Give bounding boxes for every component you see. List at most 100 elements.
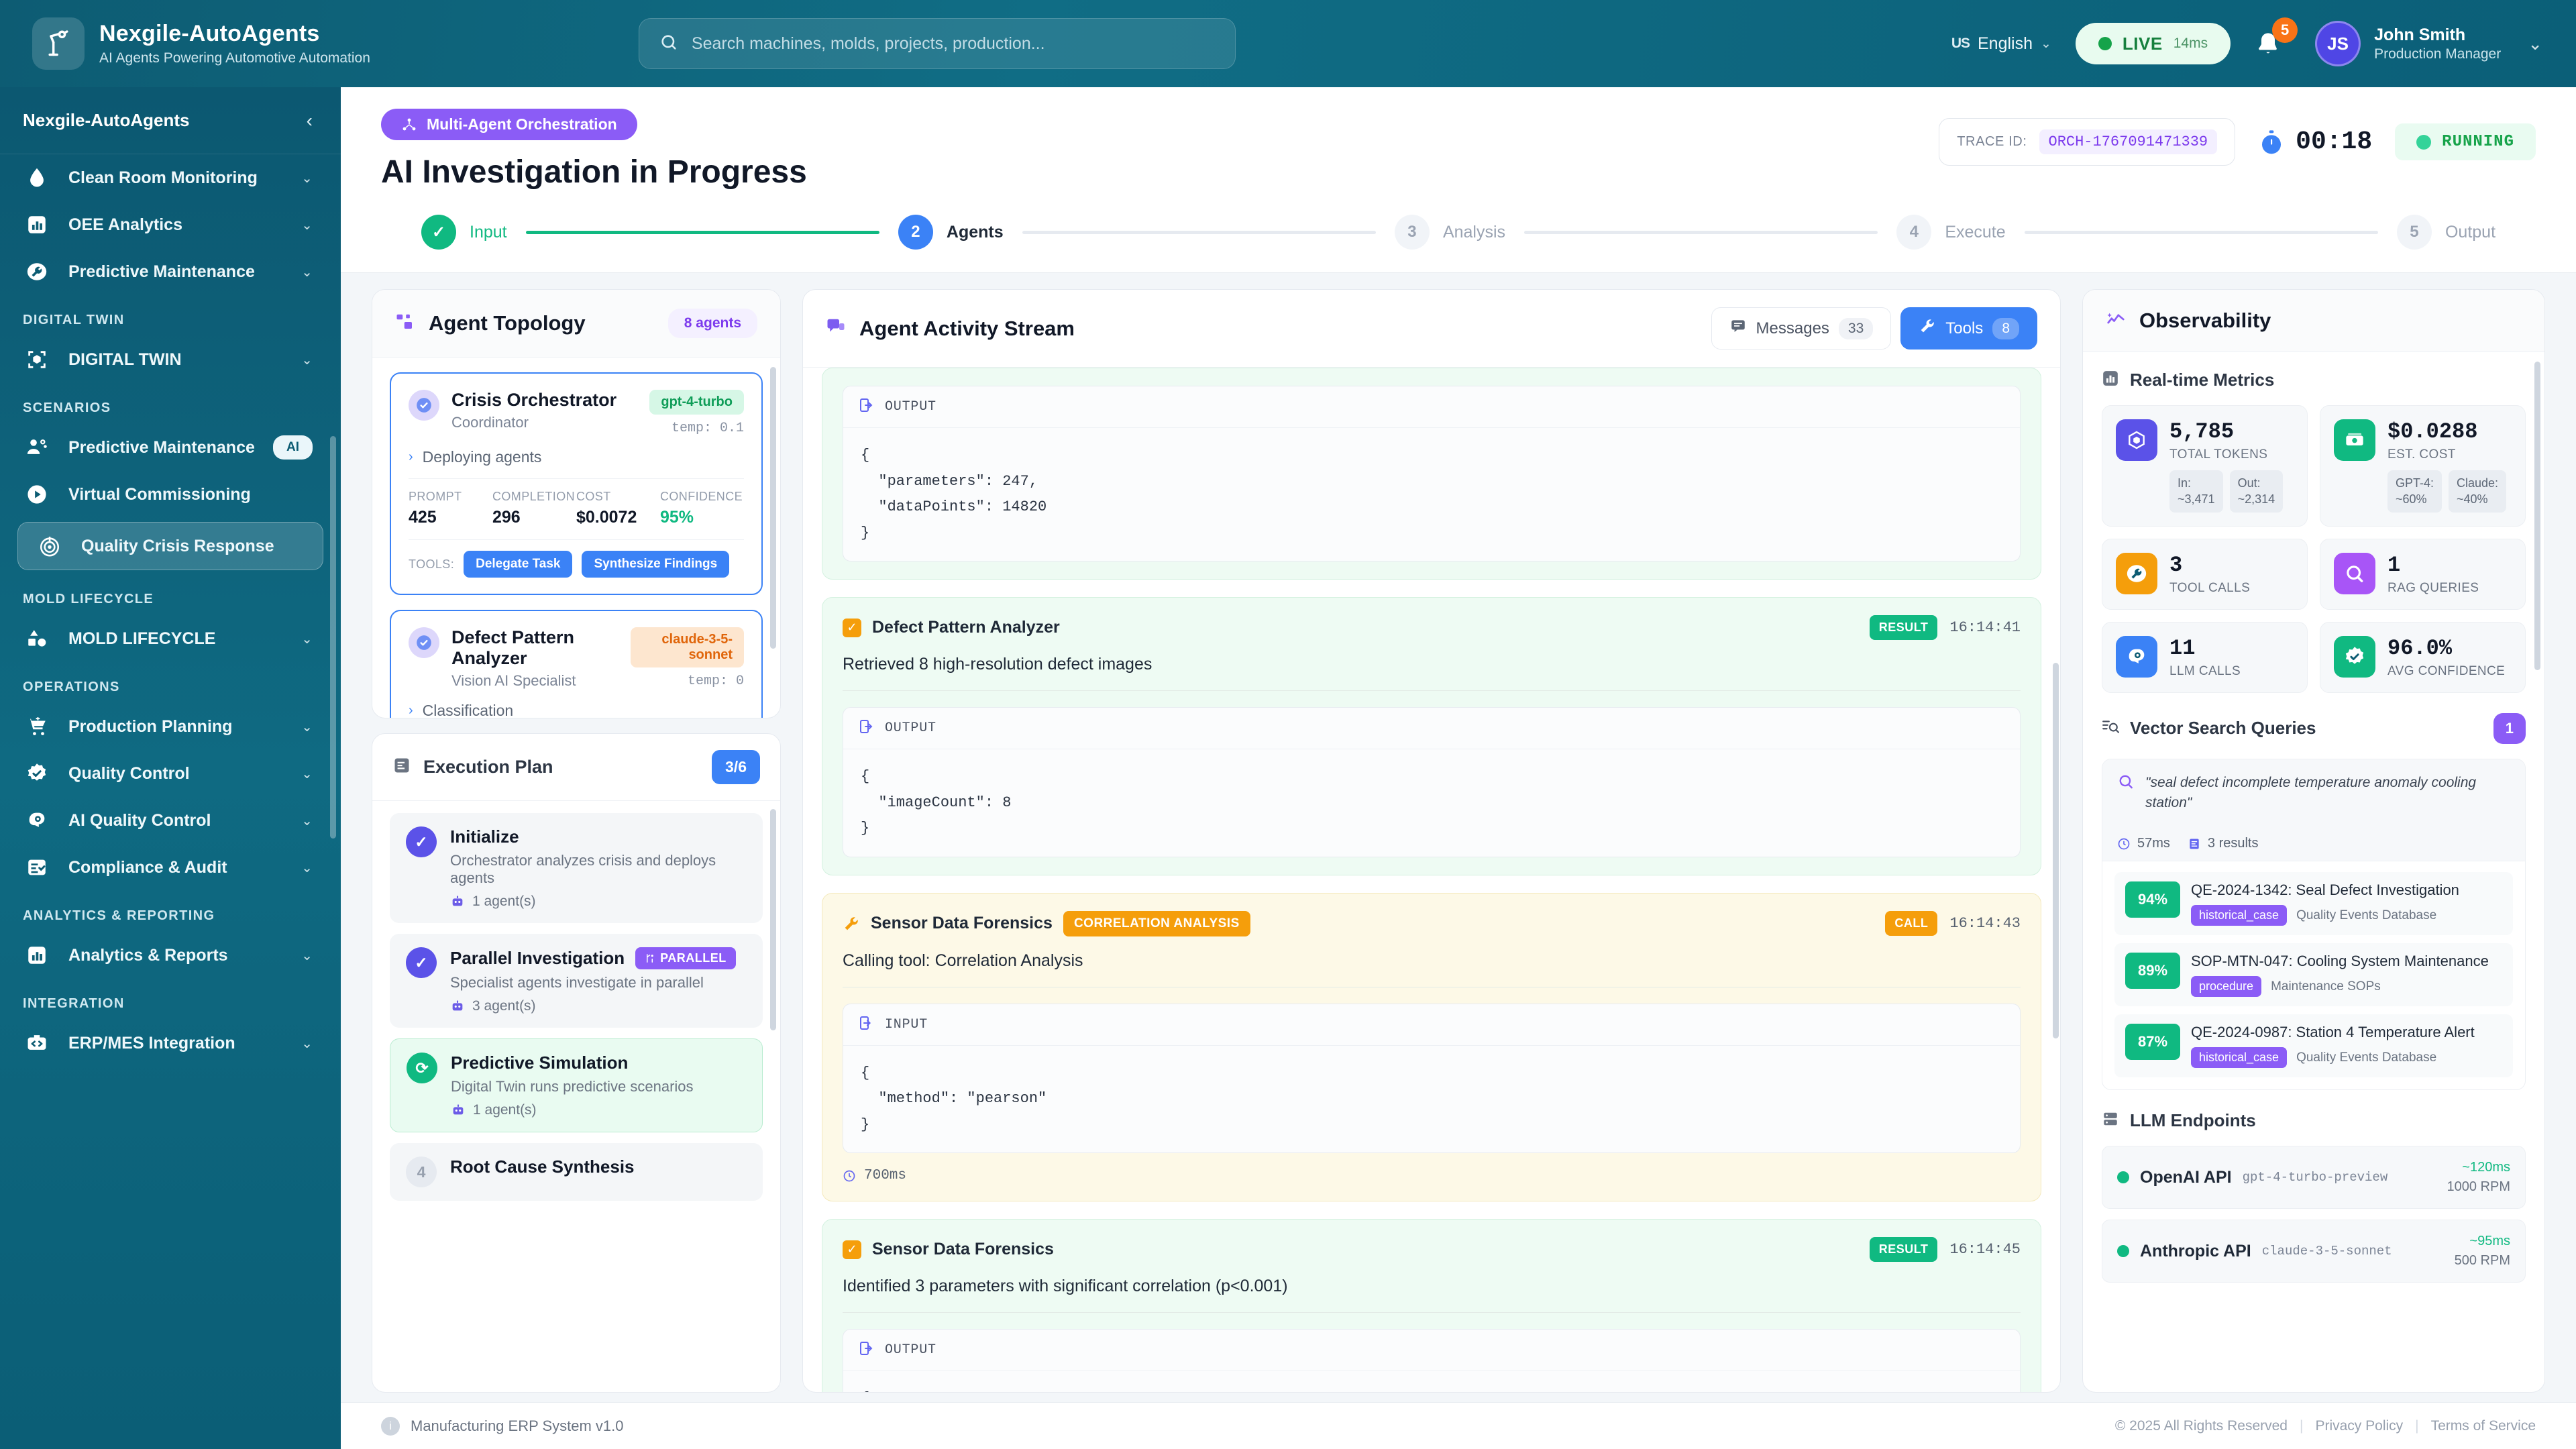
- notifications-button[interactable]: 5: [2255, 17, 2298, 63]
- step-analysis[interactable]: 3 Analysis: [1394, 215, 1505, 250]
- sidebar-item-erp-mes-integration[interactable]: ERP/MES Integration ⌄: [0, 1020, 341, 1067]
- model-chip: gpt-4-turbo: [649, 390, 744, 415]
- collapse-sidebar-icon[interactable]: ‹: [306, 109, 313, 131]
- stream-event[interactable]: ✓ Sensor Data Forensics RESULT 16:14:45 Iden…: [822, 1219, 2041, 1392]
- sidebar-item-quality-control[interactable]: Quality Control ⌄: [0, 750, 341, 797]
- tool-chip[interactable]: Delegate Task: [464, 551, 573, 578]
- agent-model-info: gpt-4-turbo temp: 0.1: [649, 390, 744, 436]
- sidebar-item-production-planning[interactable]: Production Planning ⌄: [0, 703, 341, 750]
- activity-event-list[interactable]: OUTPUT { "parameters": 247, "dataPoints":…: [803, 368, 2060, 1392]
- vector-result-item[interactable]: 94% QE-2024-1342: Seal Defect Investigati…: [2114, 872, 2513, 936]
- agent-role: Vision AI Specialist: [451, 672, 576, 689]
- server-icon: [2102, 1110, 2119, 1131]
- dashboard-columns: Agent Topology 8 agents Crisis Orchestra…: [341, 273, 2576, 1393]
- tool-chip[interactable]: Synthesize Findings: [582, 551, 730, 578]
- topology-scrollbar[interactable]: [770, 367, 776, 649]
- observability-body[interactable]: Real-time Metrics 5,785 TOTAL TOKENS In: ~3,…: [2083, 352, 2544, 1392]
- vector-query-text: "seal defect incomplete temperature anom…: [2145, 774, 2477, 811]
- step-execute[interactable]: 4 Execute: [1896, 215, 2006, 250]
- agent-list[interactable]: Crisis Orchestrator Coordinator gpt-4-turb…: [372, 358, 780, 718]
- execution-plan-list[interactable]: ✓ Initialize Orchestrator analyzes crisis …: [372, 801, 780, 1392]
- stream-event[interactable]: ✓ Defect Pattern Analyzer RESULT 16:14:41 Re…: [822, 597, 2041, 875]
- sidebar-item-label: MOLD LIFECYCLE: [68, 629, 216, 648]
- event-io-header: OUTPUT: [843, 386, 2020, 428]
- vector-query-meta: 57ms 3 results: [2102, 826, 2525, 862]
- agent-status-row[interactable]: › Deploying agents: [409, 448, 744, 466]
- sidebar-section-integration: INTEGRATION: [23, 996, 125, 1011]
- vector-search-badge: 1: [2493, 712, 2526, 744]
- event-agent-name: Sensor Data Forensics: [872, 1240, 1054, 1258]
- agent-card[interactable]: Defect Pattern Analyzer Vision AI Special…: [390, 610, 763, 718]
- vector-result-tag: procedure: [2191, 976, 2262, 998]
- event-io-box: OUTPUT { "parameters": 247, "dataPoints":…: [843, 386, 2021, 561]
- search-input[interactable]: [691, 34, 1215, 54]
- sidebar-item-oee-analytics[interactable]: OEE Analytics ⌄: [0, 201, 341, 248]
- sidebar-nav[interactable]: Clean Room Monitoring ⌄ OEE Analytics ⌄ Pred…: [0, 154, 341, 1449]
- brand[interactable]: Nexgile-AutoAgents AI Agents Powering Au…: [32, 17, 370, 70]
- stream-scrollbar[interactable]: [2053, 663, 2059, 1038]
- sidebar-item-analytics-reports[interactable]: Analytics & Reports ⌄: [0, 932, 341, 979]
- language-selector[interactable]: US English ⌄: [1951, 34, 2051, 54]
- money-icon: [2334, 419, 2375, 461]
- llm-endpoint-item[interactable]: Anthropic API claude-3-5-sonnet ~95ms 500 R…: [2102, 1220, 2526, 1283]
- live-status-pill[interactable]: LIVE 14ms: [2075, 23, 2231, 64]
- terms-of-service-link[interactable]: Terms of Service: [2430, 1417, 2536, 1434]
- sidebar-item-ai-quality-control[interactable]: AI Quality Control ⌄: [0, 797, 341, 844]
- vector-result-score: 89%: [2125, 953, 2180, 989]
- user-menu[interactable]: JS John Smith Production Manager ⌄: [2315, 21, 2542, 66]
- message-icon: [1729, 317, 1747, 339]
- step-output[interactable]: 5 Output: [2396, 215, 2496, 250]
- sidebar-item-predictive-maintenance[interactable]: Predictive Maintenance AI: [0, 424, 341, 471]
- chevron-down-icon: ⌄: [301, 948, 313, 963]
- stream-event[interactable]: Sensor Data Forensics CORRELATION ANALYSI…: [822, 892, 2041, 1201]
- sidebar-item-quality-crisis-response[interactable]: Quality Crisis Response: [17, 522, 323, 570]
- sidebar-item-label: Virtual Commissioning: [68, 485, 251, 504]
- vector-result-item[interactable]: 89% SOP-MTN-047: Cooling System Maintenan…: [2114, 943, 2513, 1007]
- vector-result-tag: historical_case: [2191, 1047, 2288, 1069]
- step-label: Input: [470, 222, 507, 241]
- event-io-box: OUTPUT { "imageCount": 8 }: [843, 707, 2021, 857]
- metric-key: COMPLETION: [492, 490, 576, 503]
- stream-tab-group[interactable]: Messages 33 Tools 8: [1711, 307, 2037, 350]
- sidebar-item-compliance-audit[interactable]: Compliance & Audit ⌄: [0, 844, 341, 891]
- agent-card[interactable]: Crisis Orchestrator Coordinator gpt-4-turb…: [390, 372, 763, 595]
- event-io-header: OUTPUT: [843, 708, 2020, 749]
- vector-result-meta: historical_case Quality Events Database: [2191, 905, 2459, 926]
- stream-tab-messages[interactable]: Messages 33: [1711, 307, 1892, 350]
- trace-id-box[interactable]: TRACE ID: ORCH-1767091471339: [1939, 118, 2236, 166]
- llm-endpoint-item[interactable]: OpenAI API gpt-4-turbo-preview ~120ms 1000 …: [2102, 1146, 2526, 1210]
- activity-stream-header: Agent Activity Stream Messages 33 Tools 8: [803, 290, 2060, 368]
- sidebar-item-virtual-commissioning[interactable]: Virtual Commissioning: [0, 471, 341, 518]
- sidebar-item-mold-lifecycle[interactable]: MOLD LIFECYCLE ⌄: [0, 615, 341, 662]
- plan-scrollbar[interactable]: [770, 809, 776, 1030]
- vector-result-item[interactable]: 87% QE-2024-0987: Station 4 Temperature A…: [2114, 1014, 2513, 1078]
- sidebar-header: Nexgile-AutoAgents ‹: [0, 87, 341, 154]
- agent-status-row[interactable]: › Classification: [409, 702, 744, 718]
- user-role: Production Manager: [2374, 46, 2502, 62]
- search-box[interactable]: [638, 18, 1236, 69]
- privacy-policy-link[interactable]: Privacy Policy: [2315, 1417, 2404, 1434]
- plan-step[interactable]: 4 Root Cause Synthesis: [390, 1143, 763, 1201]
- sidebar-item-digital-twin[interactable]: DIGITAL TWIN ⌄: [0, 336, 341, 383]
- plan-step[interactable]: ⟳ Predictive Simulation Digital Twin runs …: [390, 1038, 763, 1132]
- vector-query-card[interactable]: "seal defect incomplete temperature anom…: [2102, 758, 2526, 1091]
- event-meta: RESULT 16:14:45: [1869, 1237, 2021, 1262]
- agent-metric: COST $0.0072: [576, 490, 660, 527]
- wrench-icon: [1919, 317, 1936, 339]
- event-header: Sensor Data Forensics CORRELATION ANALYSI…: [843, 910, 2021, 936]
- stream-tab-tools[interactable]: Tools 8: [1900, 307, 2037, 350]
- sidebar-item-clean-room-monitoring[interactable]: Clean Room Monitoring ⌄: [0, 154, 341, 201]
- orchestration-tag: Multi-Agent Orchestration: [381, 109, 637, 140]
- footer: i Manufacturing ERP System v1.0 © 2025 A…: [341, 1402, 2576, 1449]
- sidebar-scrollbar[interactable]: [330, 436, 336, 839]
- step-agents[interactable]: 2 Agents: [898, 215, 1004, 250]
- stream-event[interactable]: OUTPUT { "parameters": 247, "dataPoints":…: [822, 368, 2041, 580]
- step-input[interactable]: ✓ Input: [421, 215, 507, 250]
- plan-step[interactable]: ✓ Parallel Investigation PARALLEL Specialis…: [390, 934, 763, 1028]
- stream-tab-label: Messages: [1756, 319, 1829, 337]
- sidebar-item-predictive-maintenance[interactable]: Predictive Maintenance ⌄: [0, 248, 341, 295]
- observability-scrollbar[interactable]: [2534, 362, 2540, 670]
- chevron-down-icon: ⌄: [2528, 33, 2542, 54]
- plan-step[interactable]: ✓ Initialize Orchestrator analyzes crisis …: [390, 813, 763, 923]
